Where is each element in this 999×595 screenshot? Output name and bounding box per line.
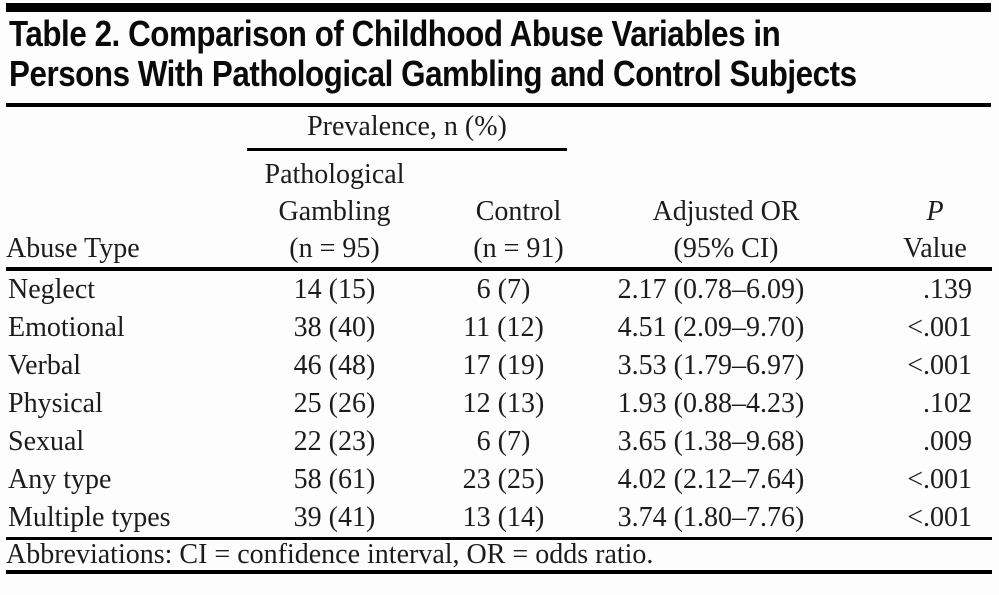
abuse-comparison-table: Prevalence, n (%) Abuse Type Pathologica…: [6, 108, 992, 574]
cell-abuse-type: Multiple types: [8, 502, 171, 533]
cell-p-value: .102: [923, 388, 972, 419]
table-row: Neglect 14 (15) 6 (7) 2.17 (0.78–6.09) .139: [6, 269, 992, 309]
cell-control: 12 (13): [462, 388, 545, 419]
cell-pathological-gambling: 14 (15): [293, 274, 376, 305]
cell-control: 17 (19): [462, 350, 545, 381]
cell-abuse-type: Neglect: [8, 274, 96, 305]
cell-p-value: .139: [923, 274, 972, 305]
abbreviations-note: Abbreviations: CI = confidence interval,…: [6, 539, 654, 570]
cell-control: 11 (12): [463, 312, 544, 343]
spanner-spacer: [850, 108, 992, 151]
title-divider-rule: [6, 103, 991, 107]
cell-pathological-gambling: 22 (23): [293, 426, 376, 457]
cell-abuse-type: Verbal: [8, 350, 82, 381]
col-header-abuse-type: Abuse Type: [6, 151, 220, 271]
table-title: Table 2. Comparison of Childhood Abuse V…: [9, 14, 992, 94]
col-header-control: Control (n = 91): [435, 151, 572, 271]
table-title-line-2: Persons With Pathological Gambling and C…: [9, 53, 857, 94]
cell-p-value: .009: [923, 426, 972, 457]
table-body: Neglect 14 (15) 6 (7) 2.17 (0.78–6.09) .139 E…: [6, 269, 992, 539]
cell-p-value: <.001: [907, 350, 972, 381]
cell-control: 23 (25): [462, 464, 545, 495]
cell-p-value: <.001: [907, 464, 972, 495]
cell-p-value: <.001: [907, 502, 972, 533]
cell-p-value: <.001: [907, 312, 972, 343]
cell-control: 6 (7): [476, 426, 531, 457]
cell-pathological-gambling: 58 (61): [293, 464, 376, 495]
cell-abuse-type: Any type: [8, 464, 112, 495]
spanner-row: Prevalence, n (%): [6, 108, 992, 151]
table-row: Emotional 38 (40) 11 (12) 4.51 (2.09–9.70) <…: [6, 309, 992, 347]
cell-adjusted-or-ci: 2.17 (0.78–6.09): [617, 274, 805, 305]
cell-adjusted-or-ci: 3.74 (1.80–7.76): [617, 502, 805, 533]
cell-adjusted-or-ci: 1.93 (0.88–4.23): [617, 388, 805, 419]
table-row: Multiple types 39 (41) 13 (14) 3.74 (1.80–7…: [6, 499, 992, 539]
cell-adjusted-or-ci: 4.51 (2.09–9.70): [617, 312, 805, 343]
spanner-spacer: [572, 108, 850, 151]
table-row: Any type 58 (61) 23 (25) 4.02 (2.12–7.64) <.…: [6, 461, 992, 499]
cell-pathological-gambling: 46 (48): [293, 350, 376, 381]
cell-control: 13 (14): [462, 502, 545, 533]
col-header-adjusted-or: Adjusted OR (95% CI): [572, 151, 850, 271]
cell-abuse-type: Sexual: [8, 426, 85, 457]
table-row: Sexual 22 (23) 6 (7) 3.65 (1.38–9.68) .009: [6, 423, 992, 461]
cell-pathological-gambling: 38 (40): [293, 312, 376, 343]
cell-adjusted-or-ci: 3.53 (1.79–6.97): [617, 350, 805, 381]
spanner-cell: Prevalence, n (%): [220, 108, 572, 151]
prevalence-spanner-label: Prevalence, n (%): [247, 111, 567, 151]
col-header-p-value: P Value: [850, 151, 992, 271]
cell-abuse-type: Physical: [8, 388, 103, 419]
table-row: Physical 25 (26) 12 (13) 1.93 (0.88–4.23) .1…: [6, 385, 992, 423]
header-row: Abuse Type Pathological Gambling (n = 95…: [6, 151, 992, 271]
table-title-line-1: Table 2. Comparison of Childhood Abuse V…: [9, 13, 781, 54]
footnote-row: Abbreviations: CI = confidence interval,…: [6, 539, 992, 573]
spanner-spacer: [6, 108, 220, 151]
table-row: Verbal 46 (48) 17 (19) 3.53 (1.79–6.97) <.00…: [6, 347, 992, 385]
cell-pathological-gambling: 39 (41): [293, 502, 376, 533]
col-header-pathological-gambling: Pathological Gambling (n = 95): [220, 151, 435, 271]
table-top-rule: [6, 3, 991, 12]
cell-adjusted-or-ci: 3.65 (1.38–9.68): [617, 426, 805, 457]
cell-pathological-gambling: 25 (26): [293, 388, 376, 419]
cell-adjusted-or-ci: 4.02 (2.12–7.64): [617, 464, 805, 495]
cell-control: 6 (7): [476, 274, 531, 305]
cell-abuse-type: Emotional: [8, 312, 125, 343]
